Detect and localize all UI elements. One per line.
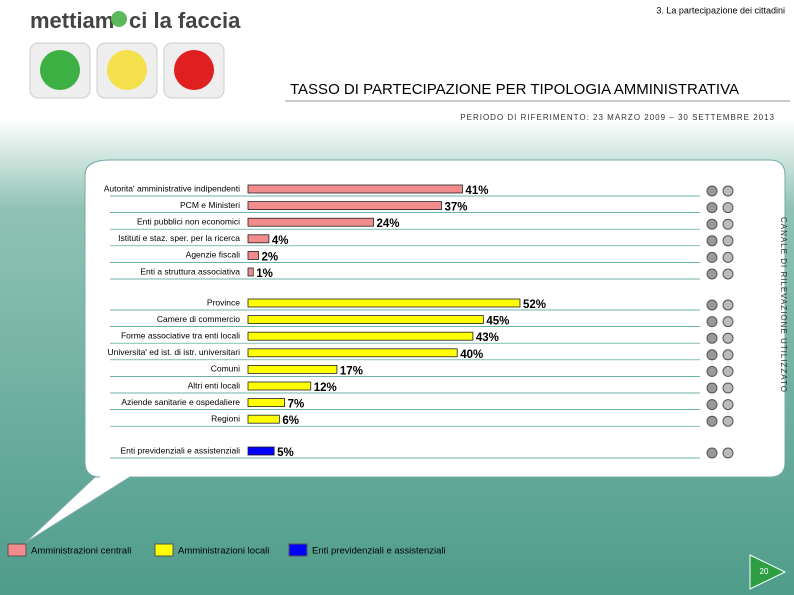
channel-icon — [706, 399, 718, 411]
channel-icon — [722, 185, 734, 197]
bar — [247, 250, 259, 260]
category-label: Universita' ed ist. di istr. universitar… — [108, 347, 241, 357]
page-number: 20 — [760, 567, 769, 576]
channel-icon — [706, 202, 718, 214]
bar — [247, 315, 484, 325]
value-label: 17% — [340, 365, 363, 377]
bar — [247, 217, 374, 227]
logo-text: mettiam — [30, 8, 114, 33]
channel-icon — [706, 316, 718, 328]
bar — [247, 234, 270, 244]
value-label: 12% — [314, 382, 337, 394]
bar — [247, 201, 442, 211]
channel-icon — [722, 316, 734, 328]
bar — [247, 446, 275, 456]
category-label: Altri enti locali — [188, 380, 241, 390]
channel-icon — [706, 332, 718, 344]
section-label: 3. La partecipazione dei cittadini — [656, 5, 785, 15]
value-label: 37% — [445, 202, 468, 214]
value-label: 6% — [282, 415, 299, 427]
logo-text: ci la faccia — [129, 8, 241, 33]
bar — [247, 267, 254, 277]
legend-swatch — [154, 543, 174, 557]
value-label: 40% — [460, 349, 483, 361]
category-label: Regioni — [211, 413, 240, 423]
channel-icon — [706, 349, 718, 361]
legend-label: Amministrazioni centrali — [31, 546, 131, 557]
value-label: 45% — [486, 316, 509, 328]
channel-icon — [706, 185, 718, 197]
channel-icon — [706, 415, 718, 427]
smiley-red — [174, 50, 214, 90]
smiley-green — [40, 50, 80, 90]
value-label: 4% — [272, 235, 289, 247]
category-label: Agenzie fiscali — [186, 250, 240, 260]
category-label: PCM e Ministeri — [180, 200, 240, 210]
channel-icon — [722, 202, 734, 214]
channel-icon — [722, 447, 734, 459]
category-label: Camere di commercio — [157, 314, 240, 324]
legend-label: Enti previdenziali e assistenziali — [312, 546, 446, 557]
channel-icon — [722, 251, 734, 263]
channel-icon — [722, 218, 734, 230]
side-label: CANALE DI RILEVAZIONE UTILIZZATO — [779, 217, 788, 393]
category-label: Comuni — [211, 364, 240, 374]
bar — [247, 414, 280, 424]
smileys — [29, 42, 225, 99]
page-badge — [749, 554, 787, 590]
value-label: 24% — [377, 218, 400, 230]
channel-icon — [706, 235, 718, 247]
category-label: Enti a struttura associativa — [140, 266, 240, 276]
channel-icon — [722, 299, 734, 311]
channel-icon — [722, 365, 734, 377]
channel-icon — [706, 299, 718, 311]
channel-icon — [722, 235, 734, 247]
chart-subtitle: PERIODO DI RIFERIMENTO: 23 MARZO 2009 – … — [460, 113, 775, 122]
legend-swatch — [288, 543, 308, 557]
channel-icon — [706, 447, 718, 459]
channel-icon — [722, 399, 734, 411]
value-label: 52% — [523, 299, 546, 311]
category-label: Autorita' amministrative indipendenti — [104, 183, 240, 193]
bar — [247, 364, 338, 374]
legend-label: Amministrazioni locali — [178, 546, 269, 557]
bar — [247, 398, 286, 408]
bar — [247, 381, 312, 391]
channel-icon — [722, 268, 734, 280]
category-label: Province — [207, 297, 240, 307]
bar — [247, 184, 463, 194]
value-label: 5% — [277, 447, 294, 459]
category-label: Enti previdenziali e assistenziali — [120, 445, 240, 455]
category-label: Enti pubblici non economici — [137, 216, 240, 226]
channel-icon — [722, 349, 734, 361]
category-label: Forme associative tra enti locali — [121, 330, 240, 340]
value-label: 43% — [476, 332, 499, 344]
channel-icon — [722, 415, 734, 427]
channel-icon — [706, 268, 718, 280]
bar — [247, 331, 474, 341]
value-label: 7% — [288, 399, 305, 411]
category-label: Aziende sanitarie e ospedaliere — [121, 397, 240, 407]
channel-icon — [706, 251, 718, 263]
channel-icon — [706, 218, 718, 230]
smiley-yellow — [107, 50, 147, 90]
chart-title: TASSO DI PARTECIPAZIONE PER TIPOLOGIA AM… — [290, 81, 739, 98]
value-label: 1% — [256, 268, 273, 280]
category-label: Istituti e staz. sper. per la ricerca — [118, 233, 240, 243]
channel-icon — [706, 365, 718, 377]
bar — [247, 298, 521, 308]
channel-icon — [706, 382, 718, 394]
bar — [247, 348, 458, 358]
logo-dot — [111, 11, 127, 27]
value-label: 2% — [261, 251, 278, 263]
channel-icon — [722, 382, 734, 394]
legend-swatch — [7, 543, 27, 557]
value-label: 41% — [465, 185, 488, 197]
channel-icon — [722, 332, 734, 344]
